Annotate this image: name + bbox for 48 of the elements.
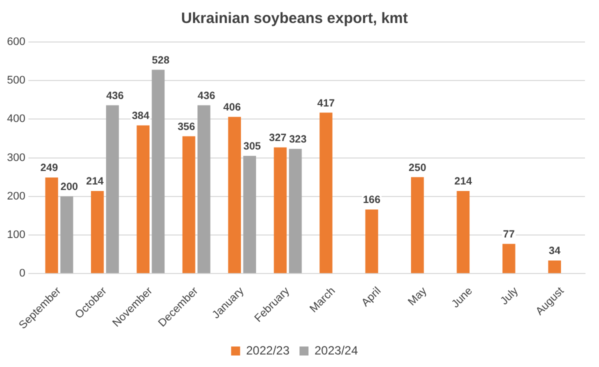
data-label: 528: [152, 54, 170, 66]
y-tick-label: 600: [6, 36, 26, 48]
bar: [228, 116, 241, 274]
data-label: 356: [178, 120, 196, 133]
data-label: 417: [317, 97, 335, 110]
y-tick-label: 0: [19, 268, 26, 280]
chart-title: Ukrainian soybeans export, kmt: [181, 10, 408, 28]
data-label: 34: [548, 245, 561, 258]
y-tick-label: 100: [6, 229, 26, 242]
y-tick-label: 200: [6, 190, 26, 202]
data-label: 305: [243, 140, 262, 153]
data-label: 249: [40, 162, 58, 174]
bar: [411, 177, 424, 274]
data-label: 323: [289, 134, 307, 146]
bar: [182, 136, 196, 274]
bar: [136, 125, 150, 274]
bar: [288, 148, 302, 274]
bar: [90, 191, 104, 274]
x-tick-label: July: [498, 284, 522, 308]
y-tick-label: 400: [6, 113, 26, 126]
bar: [45, 177, 58, 274]
y-tick-label: 300: [6, 152, 26, 164]
bar: [198, 105, 210, 274]
bar: [152, 70, 165, 274]
bar: [243, 156, 256, 274]
bar: [456, 191, 470, 274]
bar: [274, 147, 287, 274]
y-tick-label: 500: [6, 74, 26, 87]
data-label: 406: [223, 102, 241, 114]
data-label: 327: [269, 132, 287, 144]
bar: [502, 244, 516, 274]
data-label: 250: [408, 162, 426, 174]
bar: [60, 196, 74, 274]
bar: [106, 105, 119, 274]
legend-label: 2022/23: [246, 343, 290, 358]
bar: [365, 210, 378, 274]
data-label: 77: [503, 228, 515, 241]
data-label: 384: [132, 110, 150, 122]
data-label: 166: [362, 194, 381, 206]
x-tick-label: May: [406, 284, 430, 308]
bar: [320, 112, 332, 274]
bar: [548, 260, 562, 274]
data-label: 214: [86, 176, 104, 188]
data-label: 436: [106, 90, 124, 102]
data-label: 200: [60, 181, 78, 194]
legend-label: 2023/24: [314, 343, 358, 358]
data-label: 436: [198, 90, 216, 102]
data-label: 214: [454, 176, 472, 188]
